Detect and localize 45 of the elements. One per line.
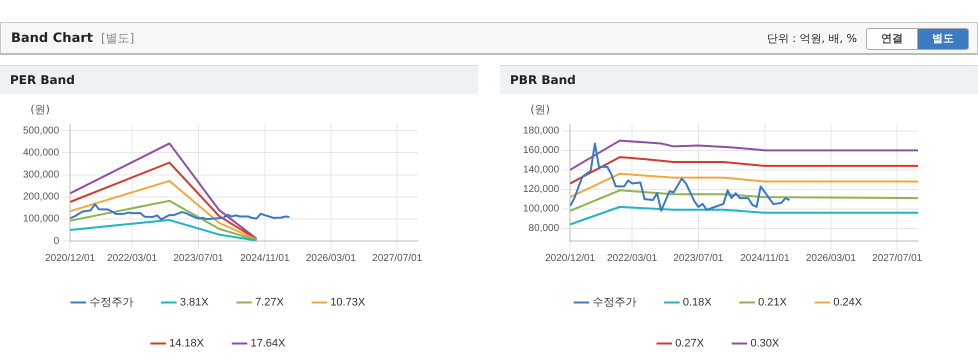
y-tick-label: 100,000 <box>22 214 60 225</box>
chart-title: PBR Band <box>500 65 978 94</box>
y-tick-label: 200,000 <box>22 192 60 203</box>
x-tick-label: 2023/07/01 <box>173 252 224 264</box>
x-tick-label: 2027/07/01 <box>872 252 923 264</box>
y-tick-label: 300,000 <box>22 170 60 181</box>
y-tick-label: 120,000 <box>522 184 560 196</box>
x-tick-label: 2024/11/01 <box>240 252 290 264</box>
x-tick-label: 2022/03/01 <box>107 252 158 264</box>
legend-label: 10.73X <box>330 296 366 309</box>
legend-label: 수정주가 <box>89 296 134 309</box>
legend-label: 0.21X <box>758 296 788 309</box>
legend-label: 0.18X <box>682 296 712 309</box>
text: 연결 <box>866 28 918 50</box>
y-tick-label: 400,000 <box>22 147 60 158</box>
legend-label: 14.18X <box>169 338 205 350</box>
y-tick-label: 180,000 <box>522 126 560 137</box>
y-tick-label: 100,000 <box>522 204 560 215</box>
x-tick-label: 2024/11/01 <box>740 252 790 264</box>
x-tick-label: 2023/07/01 <box>673 252 724 264</box>
x-tick-label: 2027/07/01 <box>372 252 423 264</box>
x-tick-label: 2026/03/01 <box>306 252 356 264</box>
y-axis-title: (원) <box>30 102 50 116</box>
legend-label: 0.27X <box>675 338 705 350</box>
legend-label: 0.30X <box>750 338 780 350</box>
chart-title: PER Band <box>0 65 478 94</box>
legend-label: 17.64X <box>250 338 286 350</box>
legend-label: 3.81X <box>180 296 210 309</box>
y-axis-title: (원) <box>530 102 550 116</box>
text: 단위 : 억원, 배, % <box>766 31 857 46</box>
y-tick-label: 500,000 <box>22 125 60 136</box>
x-tick-label: 2022/03/01 <box>607 252 658 264</box>
x-tick-label: 2020/12/01 <box>545 252 596 264</box>
y-tick-label: 140,000 <box>522 164 560 176</box>
x-tick-label: 2020/12/01 <box>45 252 96 264</box>
legend-label: 수정주가 <box>592 296 636 309</box>
y-tick-label: 80,000 <box>528 223 560 234</box>
y-tick-label: 0 <box>54 236 60 247</box>
text: Band Chart <box>11 31 93 46</box>
legend-label: 0.24X <box>833 296 863 309</box>
legend-label: 7.27X <box>255 296 284 309</box>
y-tick-label: 160,000 <box>522 145 560 156</box>
text: [별도] <box>100 31 134 45</box>
x-tick-label: 2026/03/01 <box>806 252 856 264</box>
text: 별도 <box>917 28 969 50</box>
